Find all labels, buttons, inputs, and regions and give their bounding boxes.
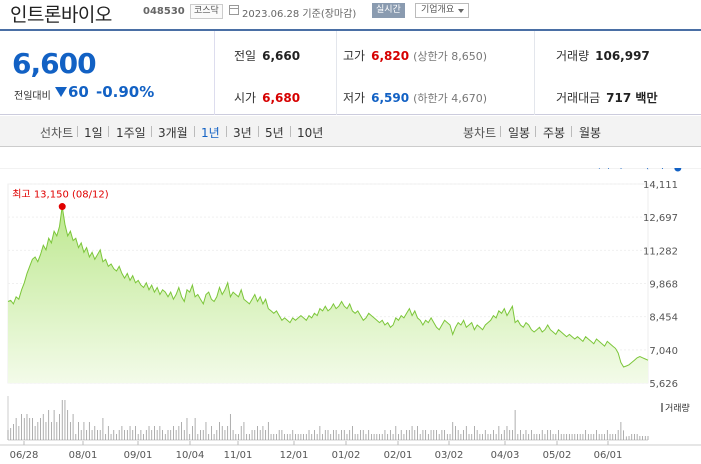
divider: [535, 126, 536, 137]
chart-tabs: 선차트 1일 1주일 3개월 1년 3년 5년 10년 봉차트 일봉 주봉 월봉: [0, 116, 701, 147]
open-label: 시가: [234, 91, 257, 105]
low-value: 6,590: [371, 91, 410, 105]
y-tick-label: 11,282: [643, 246, 678, 257]
divider: [258, 126, 259, 137]
high-value: 6,820: [371, 49, 410, 63]
tab-1y[interactable]: 1년: [201, 126, 220, 140]
x-tick-label: 06/28: [10, 450, 39, 461]
x-tick-label: 01/02: [332, 450, 361, 461]
divider: [571, 126, 572, 137]
price-line: [7, 206, 649, 368]
prev-close-label: 전일: [234, 49, 257, 63]
open-value: 6,680: [262, 91, 301, 105]
candle-chart-label: 봉차트: [463, 126, 497, 140]
x-tick-label: 04/03: [491, 450, 520, 461]
x-tick-label: 06/01: [594, 450, 623, 461]
volume-legend: 거래량: [665, 402, 690, 414]
as-of-date: 2023.06.28 기준(장마감): [242, 9, 357, 20]
price-area: [8, 206, 648, 383]
x-tick-label: 12/01: [280, 450, 309, 461]
tab-1d[interactable]: 1일: [84, 126, 103, 140]
quote-panel: 6,600 전일대비 60 -0.90% 전일 6,660 고가 6,820 (상한가…: [0, 29, 701, 115]
realtime-button[interactable]: 실시간: [372, 3, 405, 18]
high-label: 고가: [343, 49, 366, 63]
x-tick-label: 10/04: [176, 450, 205, 461]
prev-close: 전일 6,660: [234, 47, 300, 64]
y-tick-label: 14,111: [643, 180, 678, 191]
change-percent: -0.90%: [96, 83, 155, 101]
x-tick-label: 05/02: [543, 450, 572, 461]
divider: [336, 31, 337, 115]
divider: [534, 31, 535, 115]
high-price: 고가 6,820 (상한가 8,650): [343, 47, 487, 64]
low-price: 저가 6,590 (하한가 4,670): [343, 89, 487, 106]
company-name[interactable]: 인트론바이오: [10, 4, 112, 26]
tab-weekly-candle[interactable]: 주봉: [543, 126, 566, 140]
lower-limit: (하한가 4,670): [413, 92, 487, 105]
x-tick-label: 09/01: [124, 450, 153, 461]
volume-label: 거래량: [556, 49, 590, 63]
min-label: 최저 6,310 (06/20): [592, 168, 682, 171]
upper-limit: (상한가 8,650): [413, 50, 487, 63]
x-tick-label: 08/01: [69, 450, 98, 461]
y-tick-label: 5,626: [649, 379, 678, 390]
x-tick-label: 11/01: [224, 450, 253, 461]
max-point: [58, 203, 66, 211]
calendar-icon: [229, 5, 239, 15]
tab-monthly-candle[interactable]: 월봉: [579, 126, 602, 140]
line-chart-label: 선차트: [40, 126, 74, 140]
change-label: 전일대비: [14, 91, 51, 102]
prev-close-value: 6,660: [262, 49, 301, 63]
tab-10y[interactable]: 10년: [297, 126, 324, 140]
min-point: [674, 168, 682, 172]
trade-value-label: 거래대금: [556, 91, 601, 105]
price-box: 6,600 전일대비 60 -0.90%: [0, 31, 215, 115]
divider: [194, 126, 195, 137]
divider: [226, 126, 227, 137]
y-tick-label: 9,868: [649, 280, 678, 291]
volume: 거래량 106,997: [556, 47, 650, 64]
tab-daily-candle[interactable]: 일봉: [508, 126, 531, 140]
trade-value-amount: 717 백만: [606, 91, 658, 105]
divider: [151, 126, 152, 137]
stock-code: 048530: [143, 6, 185, 17]
divider: [500, 126, 501, 137]
tab-5y[interactable]: 5년: [265, 126, 284, 140]
company-info-dropdown[interactable]: 기업개요: [415, 3, 470, 18]
y-tick-label: 8,454: [649, 313, 678, 324]
down-arrow-icon: [55, 87, 67, 97]
y-tick-label: 7,040: [649, 346, 678, 357]
stock-header: 인트론바이오 048530 코스닥 2023.06.28 기준(장마감) 실시간…: [0, 0, 701, 26]
tab-3y[interactable]: 3년: [233, 126, 252, 140]
divider: [290, 126, 291, 137]
low-label: 저가: [343, 91, 366, 105]
divider: [108, 126, 109, 137]
volume-value: 106,997: [595, 49, 650, 63]
x-tick-label: 02/01: [384, 450, 413, 461]
trade-value: 거래대금 717 백만: [556, 89, 657, 106]
price-chart[interactable]: 14,111 12,697 11,282 9,868 8,454 7,040 5,626 최고…: [0, 168, 701, 464]
divider: [77, 126, 78, 137]
change-value: 60: [68, 83, 89, 101]
max-label: 최고 13,150 (08/12): [12, 189, 108, 201]
current-price: 6,600: [12, 47, 97, 80]
tab-3m[interactable]: 3개월: [158, 126, 188, 140]
tab-1w[interactable]: 1주일: [116, 126, 146, 140]
x-tick-label: 03/02: [435, 450, 464, 461]
open-price: 시가 6,680: [234, 89, 300, 106]
volume-legend-icon: [661, 403, 663, 412]
market-badge: 코스닥: [190, 4, 223, 19]
y-tick-label: 12,697: [643, 213, 678, 224]
